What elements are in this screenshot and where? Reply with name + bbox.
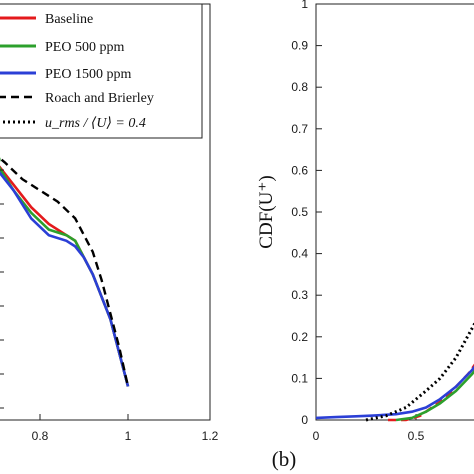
panel-b-y-tick-label: 0.1 bbox=[291, 371, 308, 385]
legend-label-urms: u_rms / ⟨U⟩ = 0.4 bbox=[45, 116, 146, 131]
panel-a-series-line-3 bbox=[0, 156, 130, 387]
panel-b-x-tick-label: 0.5 bbox=[408, 429, 425, 443]
legend-label-peo500: PEO 500 ppm bbox=[45, 40, 124, 55]
panel-b-y-tick-label: 0.6 bbox=[291, 163, 308, 177]
panel-b-y-axis-label: CDF(U⁺) bbox=[256, 175, 277, 248]
panel-b-y-tick-label: 0.5 bbox=[291, 205, 308, 219]
panel-b-series-line-3 bbox=[365, 321, 474, 422]
panel-a-series-line-0 bbox=[0, 165, 130, 387]
panel-a-x-tick-label: 0.8 bbox=[32, 429, 49, 443]
legend-box bbox=[0, 3, 203, 139]
panel-a-series-group bbox=[0, 156, 130, 409]
panel-b-y-tick-label: 0.9 bbox=[291, 39, 308, 53]
panel-b-y-tick-label: 1 bbox=[301, 0, 308, 11]
panel-b-x-tick-label: 0 bbox=[313, 429, 320, 443]
panel-b-y-tick-label: 0.8 bbox=[291, 80, 308, 94]
panel-b-y-tick-label: 0.3 bbox=[291, 288, 308, 302]
legend-label-baseline: Baseline bbox=[45, 12, 93, 27]
panel-b-y-tick-label: 0.2 bbox=[291, 330, 308, 344]
panel-a-series-line-2 bbox=[0, 170, 130, 387]
panel-b-series-group bbox=[315, 321, 474, 422]
panel-a: 0.8 1 1.2 bbox=[0, 3, 219, 443]
panel-b-y-tick-label: 0 bbox=[301, 413, 308, 427]
panel-a-series-line-1 bbox=[0, 166, 130, 387]
panel-b-y-tick-label: 0.4 bbox=[291, 247, 308, 261]
legend-label-peo1500: PEO 1500 ppm bbox=[45, 67, 131, 82]
panel-b-y-ticks: 0 0.1 0.2 0.3 0.4 0.5 0.6 0.7 0.8 0.9 1 bbox=[291, 0, 322, 427]
panel-a-x-tick-label: 1.2 bbox=[202, 429, 219, 443]
panel-b-axes-frame bbox=[315, 3, 474, 421]
panel-a-x-tick-label: 1 bbox=[125, 429, 132, 443]
panel-b-label: (b) bbox=[272, 447, 297, 471]
panel-b-series-line-1 bbox=[395, 369, 474, 422]
panel-a-x-ticks: 0.8 1 1.2 bbox=[32, 414, 219, 443]
panel-b-series-line-2 bbox=[315, 365, 474, 420]
legend-label-roach: Roach and Brierley bbox=[45, 91, 154, 106]
legend: Baseline PEO 500 ppm PEO 1500 ppm Roach … bbox=[0, 3, 203, 139]
panel-b: 0 0.1 0.2 0.3 0.4 0.5 0.6 0.7 0.8 0.9 1 0 0.5 CDF(U… bbox=[256, 0, 474, 443]
panel-b-y-tick-label: 0.7 bbox=[291, 122, 308, 136]
